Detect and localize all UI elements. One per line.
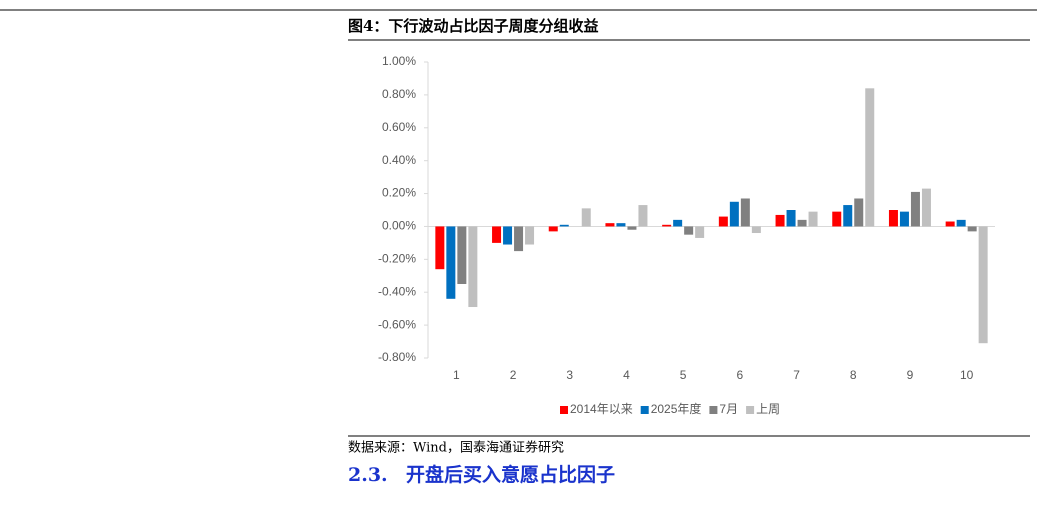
- legend-label: 2025年度: [651, 401, 702, 416]
- x-tick-label: 9: [907, 368, 914, 382]
- x-tick-label: 5: [680, 368, 687, 382]
- x-tick-label: 7: [793, 368, 800, 382]
- bar: [548, 226, 558, 232]
- x-tick-label: 2: [510, 368, 517, 382]
- y-tick-label: 0.20%: [382, 186, 416, 200]
- bar: [899, 211, 909, 227]
- bar: [616, 223, 626, 227]
- y-tick-label: -0.80%: [378, 350, 416, 364]
- bar: [581, 208, 591, 227]
- bar: [695, 226, 705, 238]
- bar: [525, 226, 535, 245]
- x-tick-label: 3: [566, 368, 573, 382]
- bar: [797, 219, 807, 227]
- y-tick-label: -0.20%: [378, 252, 416, 266]
- bar: [605, 223, 615, 227]
- bar: [775, 214, 785, 227]
- y-tick-label: 0.40%: [382, 153, 416, 167]
- bar: [446, 226, 456, 299]
- y-tick-label: 0.00%: [382, 219, 416, 233]
- legend-label: 上周: [756, 402, 780, 416]
- bar: [910, 191, 920, 227]
- bar: [514, 226, 524, 252]
- bar: [832, 211, 842, 227]
- bar: [662, 224, 672, 227]
- x-tick-label: 8: [850, 368, 857, 382]
- bar: [978, 226, 988, 344]
- x-tick-label: 4: [623, 368, 630, 382]
- bar: [627, 226, 637, 230]
- bar: [468, 226, 478, 308]
- bar: [729, 201, 739, 227]
- bar: [503, 226, 513, 245]
- bar: [559, 224, 569, 227]
- legend-swatch: [746, 406, 755, 414]
- bar: [638, 205, 648, 227]
- y-tick-label: 1.00%: [382, 54, 416, 68]
- y-tick-label: -0.40%: [378, 284, 416, 298]
- legend-label: 2014年以来: [570, 402, 633, 416]
- figure-title: 图4：下行波动占比因子周度分组收益: [348, 17, 598, 35]
- bar: [921, 188, 931, 227]
- bar: [786, 210, 796, 227]
- y-tick-label: 0.80%: [382, 87, 416, 101]
- bar: [945, 221, 955, 227]
- legend-swatch: [709, 406, 718, 414]
- bar: [967, 226, 977, 232]
- x-tick-label: 1: [453, 368, 460, 382]
- bar: [854, 198, 864, 227]
- bar: [684, 226, 694, 235]
- x-tick-label: 6: [737, 368, 744, 382]
- legend-label: 7月: [719, 402, 738, 416]
- bar: [492, 226, 502, 243]
- section-number: 2.3.: [348, 464, 388, 486]
- bar: [956, 219, 966, 227]
- bar: [457, 226, 467, 284]
- x-tick-label: 10: [960, 368, 974, 382]
- bar: [865, 88, 875, 227]
- bar: [843, 205, 853, 227]
- source: 数据来源：Wind，国泰海通证券研究: [348, 440, 564, 456]
- bar: [718, 216, 728, 227]
- y-tick-label: -0.60%: [378, 317, 416, 331]
- bar: [808, 211, 818, 227]
- section-title: 开盘后买入意愿占比因子: [406, 463, 615, 486]
- legend-swatch: [640, 406, 649, 414]
- y-tick-label: 0.60%: [382, 120, 416, 134]
- bar: [888, 210, 898, 227]
- bar: [751, 226, 761, 234]
- bar: [435, 226, 445, 270]
- bar: [740, 198, 750, 227]
- legend-swatch: [560, 406, 568, 414]
- bar: [673, 219, 683, 227]
